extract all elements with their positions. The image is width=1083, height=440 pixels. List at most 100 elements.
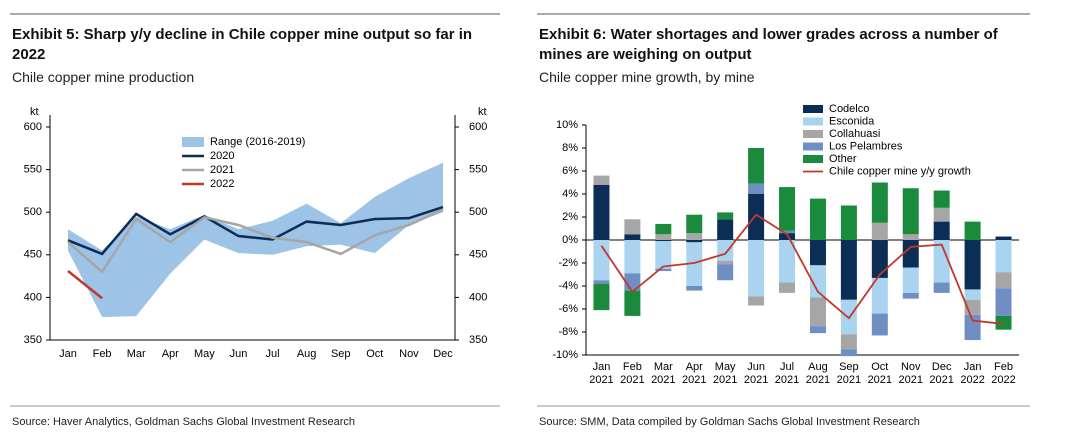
bar: [717, 240, 734, 261]
bar: [748, 240, 765, 297]
bar: [593, 283, 610, 311]
y-tick-label: 8%: [562, 142, 578, 154]
x-tick-label: Nov: [399, 348, 419, 360]
x-tick-label: Jun 2021: [743, 361, 769, 386]
chart-subtitle: Chile copper mine production: [12, 69, 195, 85]
legend-swatch: [803, 142, 823, 151]
bar: [593, 240, 610, 281]
bar: [840, 205, 857, 240]
bar: [902, 240, 919, 268]
x-tick-label: Dec 2021: [929, 361, 954, 386]
y-tick-label: -10%: [552, 349, 578, 361]
bar: [840, 240, 857, 300]
bar: [809, 326, 826, 334]
x-tick-label: Feb 2022: [991, 361, 1016, 386]
x-tick-label: Oct 2021: [867, 361, 893, 386]
series-line: [67, 208, 444, 274]
chart-title: Exhibit 6: Water shortages and lower gra…: [539, 26, 998, 63]
bar: [779, 187, 796, 231]
bar: [717, 260, 734, 265]
bar: [593, 280, 610, 284]
y-tick-label: 500: [24, 206, 42, 218]
x-tick-label: Mar: [127, 348, 146, 360]
bar: [995, 288, 1012, 316]
y2-tick-label: 350: [469, 334, 487, 346]
bar: [655, 268, 672, 272]
bar: [686, 240, 703, 243]
bar: [748, 194, 765, 240]
y-tick-label: 10%: [556, 119, 578, 131]
series-line: [67, 270, 103, 300]
y-tick-label: 4%: [562, 188, 578, 200]
bar: [717, 212, 734, 220]
bar: [809, 265, 826, 298]
y2-tick-label: 400: [469, 291, 487, 303]
bar: [933, 190, 950, 208]
bar: [593, 184, 610, 240]
bar: [902, 188, 919, 235]
y2-tick-label: 550: [469, 164, 487, 176]
bar: [964, 221, 981, 240]
bar: [717, 219, 734, 240]
x-tick-label: Mar 2021: [651, 361, 676, 386]
y2-tick-label: 600: [469, 121, 487, 133]
legend-swatch: [803, 105, 823, 113]
legend-swatch: [803, 155, 823, 163]
bar: [748, 148, 765, 184]
bar: [871, 277, 888, 314]
x-tick-label: Jul: [266, 348, 280, 360]
bar: [748, 296, 765, 306]
x-tick-label: Apr: [162, 348, 179, 360]
y-tick-label: -8%: [558, 326, 578, 338]
y-axis-label: kt: [30, 106, 39, 118]
x-tick-label: Jan: [59, 348, 77, 360]
bar: [686, 242, 703, 286]
y-tick-label: -6%: [558, 303, 578, 315]
growth-line: [600, 213, 1004, 325]
bar: [964, 240, 981, 290]
y-tick-label: -4%: [558, 280, 578, 292]
bar: [779, 230, 796, 234]
x-tick-label: Jan 2021: [589, 361, 614, 386]
source: Source: Haver Analytics, Goldman Sachs G…: [12, 416, 355, 428]
x-tick-label: Sep: [331, 348, 351, 360]
bar: [748, 183, 765, 194]
y-tick-label: -2%: [558, 257, 578, 269]
legend-label: Range (2016-2019): [210, 136, 305, 148]
x-tick-label: Dec: [433, 348, 453, 360]
bar: [717, 264, 734, 281]
source: Source: SMM, Data compiled by Goldman Sa…: [539, 416, 920, 428]
legend-label: Codelco: [829, 103, 869, 115]
x-tick-label: Jan 2022: [960, 361, 985, 386]
legend-swatch: [803, 117, 823, 126]
y-tick-label: 0%: [562, 234, 578, 246]
x-tick-label: Oct: [366, 348, 383, 360]
series-line: [67, 205, 444, 256]
legend-label: Collahuasi: [829, 128, 880, 140]
bar: [655, 223, 672, 235]
chart-title: Exhibit 5: Sharp y/y decline in Chile co…: [12, 26, 473, 63]
x-tick-label: May: [194, 348, 215, 360]
bar: [964, 289, 981, 300]
bar: [624, 219, 641, 235]
bar: [902, 267, 919, 293]
bar: [686, 233, 703, 240]
bar: [902, 234, 919, 240]
y-tick-label: 6%: [562, 165, 578, 177]
x-tick-label: Aug: [297, 348, 317, 360]
bar: [995, 315, 1012, 330]
bar: [995, 240, 1012, 273]
x-tick-label: Nov 2021: [898, 361, 923, 386]
bar: [655, 234, 672, 240]
bar: [779, 282, 796, 293]
bar: [933, 221, 950, 240]
bar: [779, 240, 796, 283]
bar: [593, 175, 610, 185]
y2-tick-label: 450: [469, 249, 487, 261]
bar: [933, 282, 950, 293]
legend-label: 2020: [210, 150, 234, 162]
x-tick-label: Apr 2021: [682, 361, 707, 386]
bar: [871, 222, 888, 240]
bar: [995, 272, 1012, 289]
legend-swatch: [182, 137, 204, 147]
